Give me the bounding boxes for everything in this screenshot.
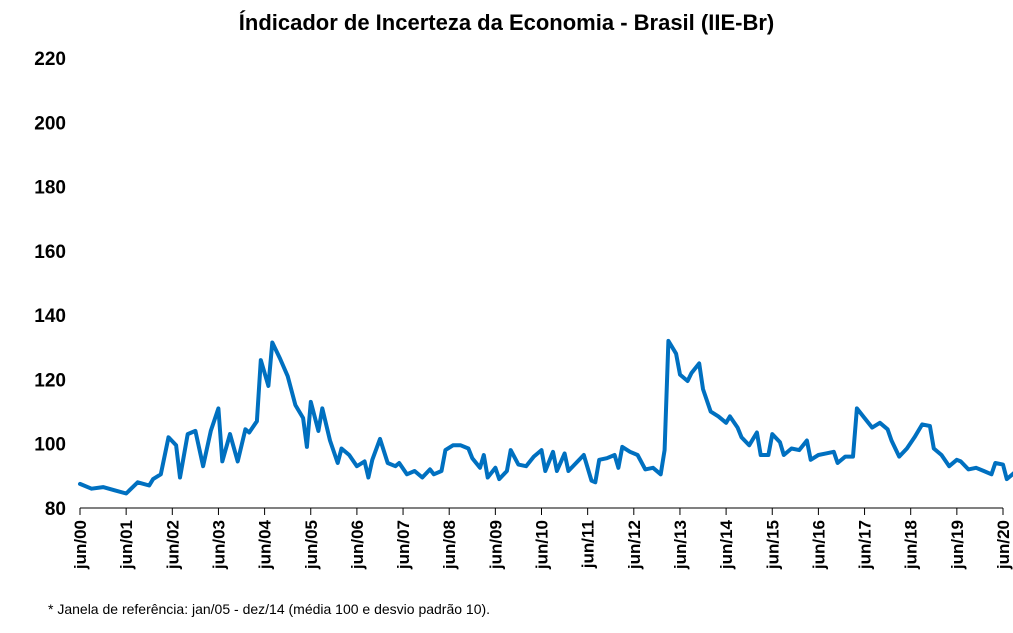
- series-line: [78, 338, 1013, 496]
- x-tick-label: jun/15: [763, 520, 782, 570]
- y-tick-label: 100: [34, 435, 66, 456]
- x-tick-label: jun/01: [117, 520, 136, 570]
- y-tick-label: 120: [34, 370, 66, 391]
- x-tick-label: jun/16: [809, 520, 828, 570]
- x-tick-label: jun/20: [994, 520, 1013, 570]
- x-tick-label: jun/19: [948, 520, 967, 570]
- y-tick-label: 180: [34, 178, 66, 199]
- x-tick-label: jun/05: [302, 520, 321, 570]
- x-tick-label: jun/13: [671, 520, 690, 570]
- x-tick-label: jun/08: [440, 520, 459, 570]
- x-tick-label: jun/10: [533, 520, 552, 570]
- y-tick-label: 140: [34, 306, 66, 327]
- y-tick-label: 220: [34, 49, 66, 70]
- chart-title: Índicador de Incerteza da Economia - Bra…: [238, 10, 775, 35]
- x-tick-label: jun/12: [625, 520, 644, 570]
- y-tick-label: 160: [34, 242, 66, 263]
- x-tick-label: jun/11: [579, 520, 598, 569]
- y-tick-label: 80: [45, 499, 66, 520]
- x-tick-label: jun/17: [856, 520, 875, 570]
- y-tick-label: 200: [34, 113, 66, 134]
- x-tick-label: jun/02: [163, 520, 182, 570]
- x-tick-label: jun/09: [486, 520, 505, 570]
- x-tick-label: jun/06: [348, 520, 367, 570]
- x-tick-label: jun/03: [209, 520, 228, 570]
- x-tick-label: jun/04: [256, 519, 275, 570]
- x-tick-label: jun/14: [717, 519, 736, 570]
- x-tick-label: jun/07: [394, 520, 413, 570]
- x-tick-label: jun/00: [71, 520, 90, 570]
- chart-footnote: * Janela de referência: jan/05 - dez/14 …: [48, 601, 491, 617]
- x-tick-label: jun/18: [902, 520, 921, 570]
